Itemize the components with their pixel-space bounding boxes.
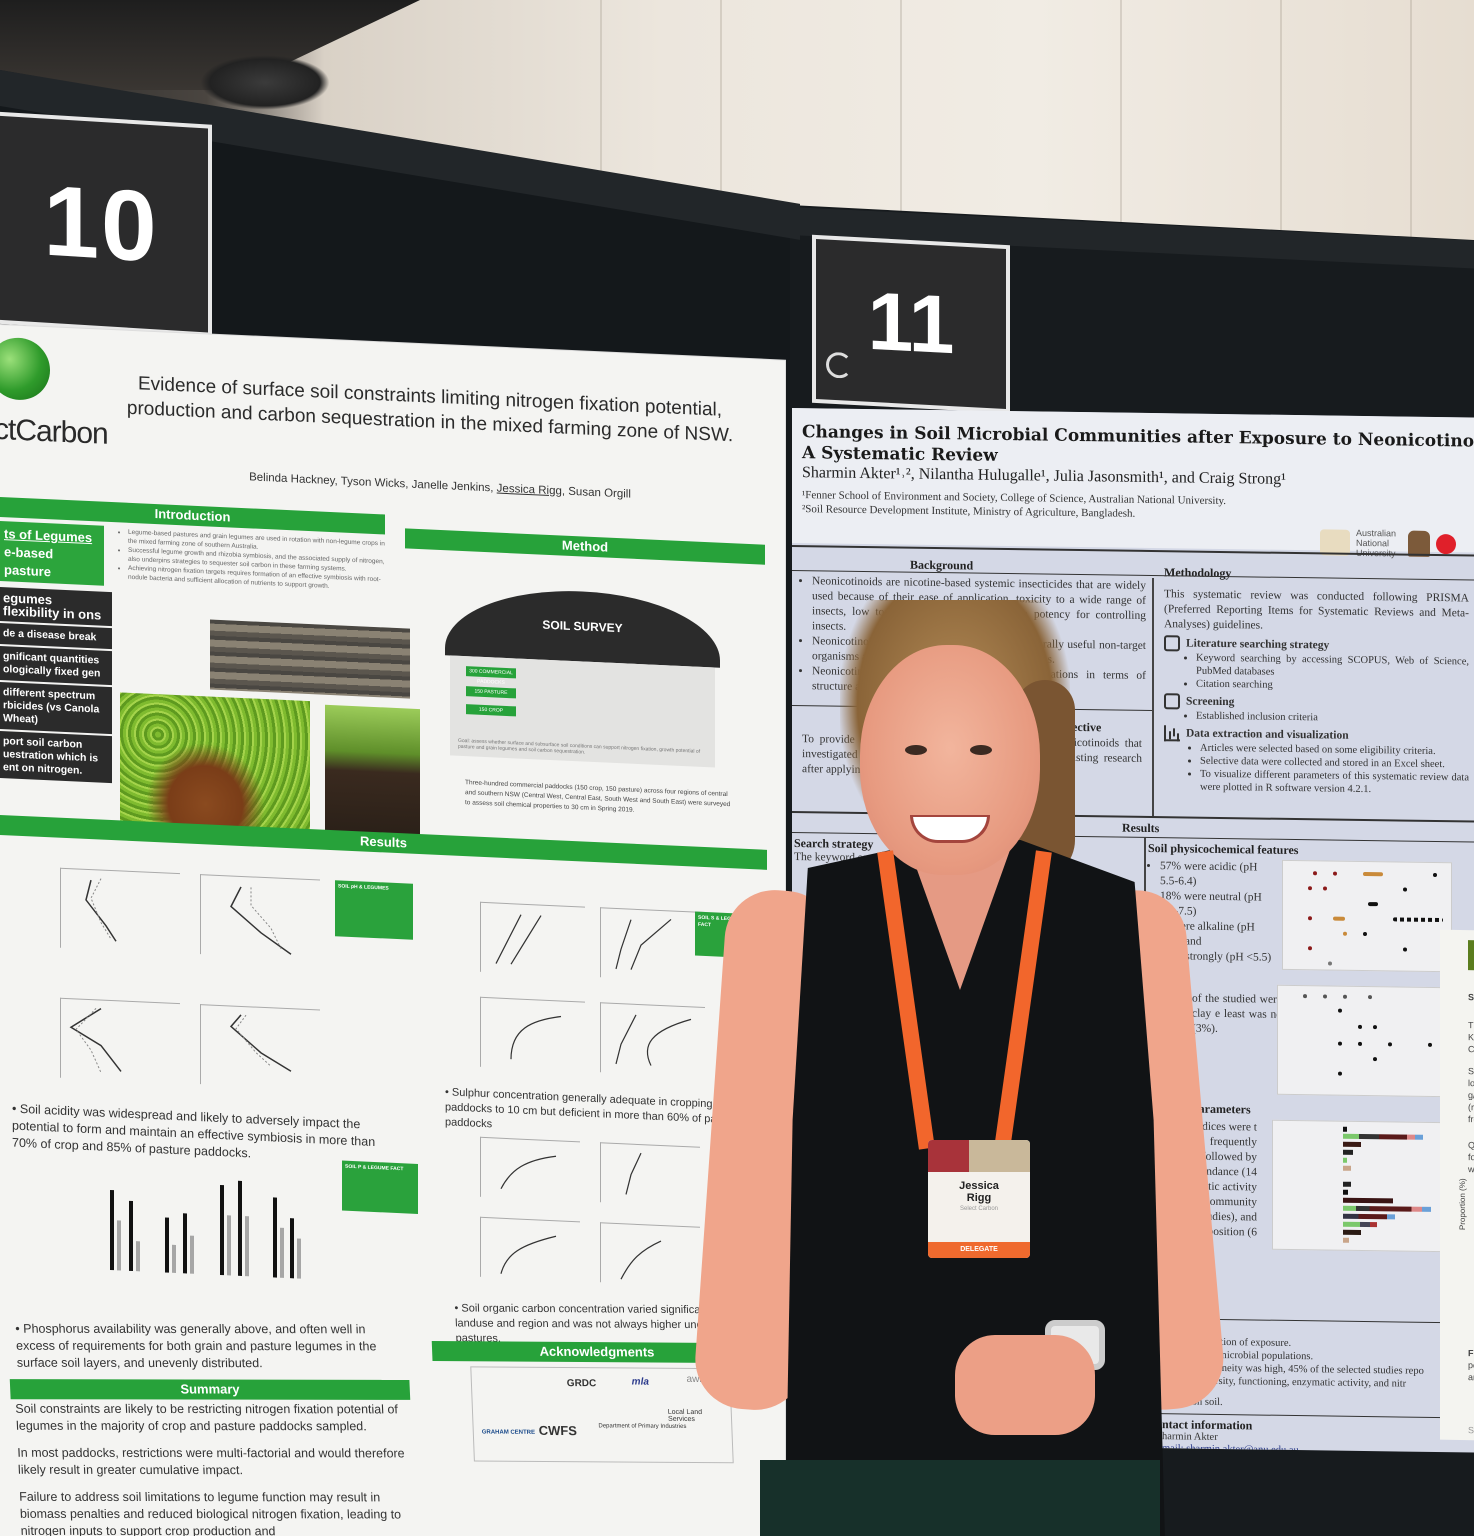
benefit-item: egumes flexibility in ons [0,587,112,627]
texture-dot-plot [1277,984,1452,1098]
right-eye [970,745,992,755]
board-number-sign-11: 11 [812,234,1010,414]
cwfs-logo: CWFS [538,1422,578,1439]
delegate-badge: Jessica Rigg Select Carbon DELEGATE [928,1140,1030,1258]
phosphorus-bar-chart [95,1159,335,1280]
carbon-depth-chart [600,1142,700,1207]
badge-header-graphic [928,1140,1030,1172]
pasture-photo [120,692,310,837]
benefit-item: port soil carbon uestration which is ent… [0,731,112,784]
board-number: 10 [43,163,159,284]
wall-panel-seam [600,0,602,240]
benefit-item: gnificant quantities ologically fixed ge… [0,646,112,686]
carbon-depth-chart [480,1136,580,1202]
dpi-logo: Department of Primary Industries [598,1423,687,1430]
legume-roots-photo [325,704,420,840]
poster-left: ctCarbon Evidence of surface soil constr… [0,325,785,1536]
ph-depth-chart [60,867,180,954]
wall-panel-seam [1410,0,1412,240]
benefits-header: ts of Legumes e-based pasture [0,521,104,586]
results-bullet-acidity: • Soil acidity was widespread and likely… [12,1101,376,1161]
summary-text: Soil constraints are likely to be restri… [15,1401,405,1536]
introduction-bullets: Legume-based pastures and grain legumes … [120,527,385,593]
carbon-depth-chart [480,1216,580,1282]
ph-depth-chart [200,1004,320,1090]
highlighted-author: Jessica Rigg [496,482,562,498]
wall-panel-seam [720,0,722,240]
dark-green-pants [760,1460,1160,1536]
poster-header: Changes in Soil Microbial Communities af… [792,408,1474,558]
graham-centre-logo: GRAHAM CENTRE [481,1429,536,1436]
section-title-methodology: Methodology [1164,565,1232,581]
benefit-item: different spectrum rbicides (vs Canola W… [0,682,112,735]
ph-depth-chart [200,874,320,960]
sulphur-depth-chart [600,907,705,983]
wall-panel-seam [1120,0,1122,240]
carbon-depth-chart [600,1222,700,1287]
badge-last-name: Rigg [966,1192,992,1204]
wall-panel-seam [1280,0,1282,240]
conference-logo-icon [826,351,852,379]
badge-first-name: Jessica [959,1180,999,1192]
wall-panel-seam [900,0,902,240]
clasped-hands [955,1335,1095,1435]
mla-logo: mla [631,1376,650,1388]
board-number: 11 [867,275,955,372]
parameters-bar-chart [1272,1119,1452,1253]
fact-box: SOIL pH & LEGUMES [335,880,413,940]
board-number-sign-10: 10 [0,111,212,337]
smile [910,815,990,843]
badge-organisation: Select Carbon [959,1206,999,1212]
sponsor-logos: GRDC mla awi CWFS GRAHAM CENTRE Departme… [470,1366,734,1464]
logo-text: ctCarbon [0,412,108,451]
method-text: Three-hundred commercial paddocks (150 c… [465,779,731,814]
poster-title: Evidence of surface soil constraints lim… [126,373,734,447]
soil-cores-photo [210,619,410,699]
soil-survey-diagram: SOIL SURVEY 300 COMMERCIAL PADDOCKS 150 … [445,565,720,777]
benefits-list: egumes flexibility in ons de a disease b… [0,587,112,785]
badge-role: DELEGATE [928,1242,1030,1258]
section-header-summary: Summary [9,1379,411,1400]
sulphur-depth-chart [480,901,585,977]
ph-depth-chart [60,997,180,1084]
section-header-method: Method [405,528,765,565]
left-eye [905,745,927,755]
fact-box: SOIL P & LEGUME FACT [342,1160,418,1214]
poster-authors: Belinda Hackney, Tyson Wicks, Janelle Je… [249,471,631,501]
carbon-logo-icon [0,336,50,402]
bangladesh-emblem-icon [1436,533,1456,555]
soil-survey-table: 300 COMMERCIAL PADDOCKS 150 PASTURE 150 … [450,655,715,768]
sulphur-depth-chart [480,996,585,1072]
partial-side-poster: S Th Ka Ca So loa g/k (m fro Qu fold whi… [1440,929,1474,1441]
sulphur-depth-chart [600,1002,705,1078]
poster-affiliations: ¹Fenner School of Environment and Societ… [802,489,1227,520]
soil-mound-graphic: SOIL SURVEY [445,585,720,668]
side-poster-green-header [1468,940,1474,971]
face [860,645,1040,875]
presenter-person: Jessica Rigg Select Carbon DELEGATE [691,600,1228,1536]
ceiling-fixture [200,55,330,110]
grdc-logo: GRDC [566,1378,597,1390]
results-bullet-phosphorus: • Phosphorus availability was generally … [15,1321,377,1371]
ph-dot-plot [1282,859,1452,973]
benefit-item: de a disease break [0,623,112,650]
